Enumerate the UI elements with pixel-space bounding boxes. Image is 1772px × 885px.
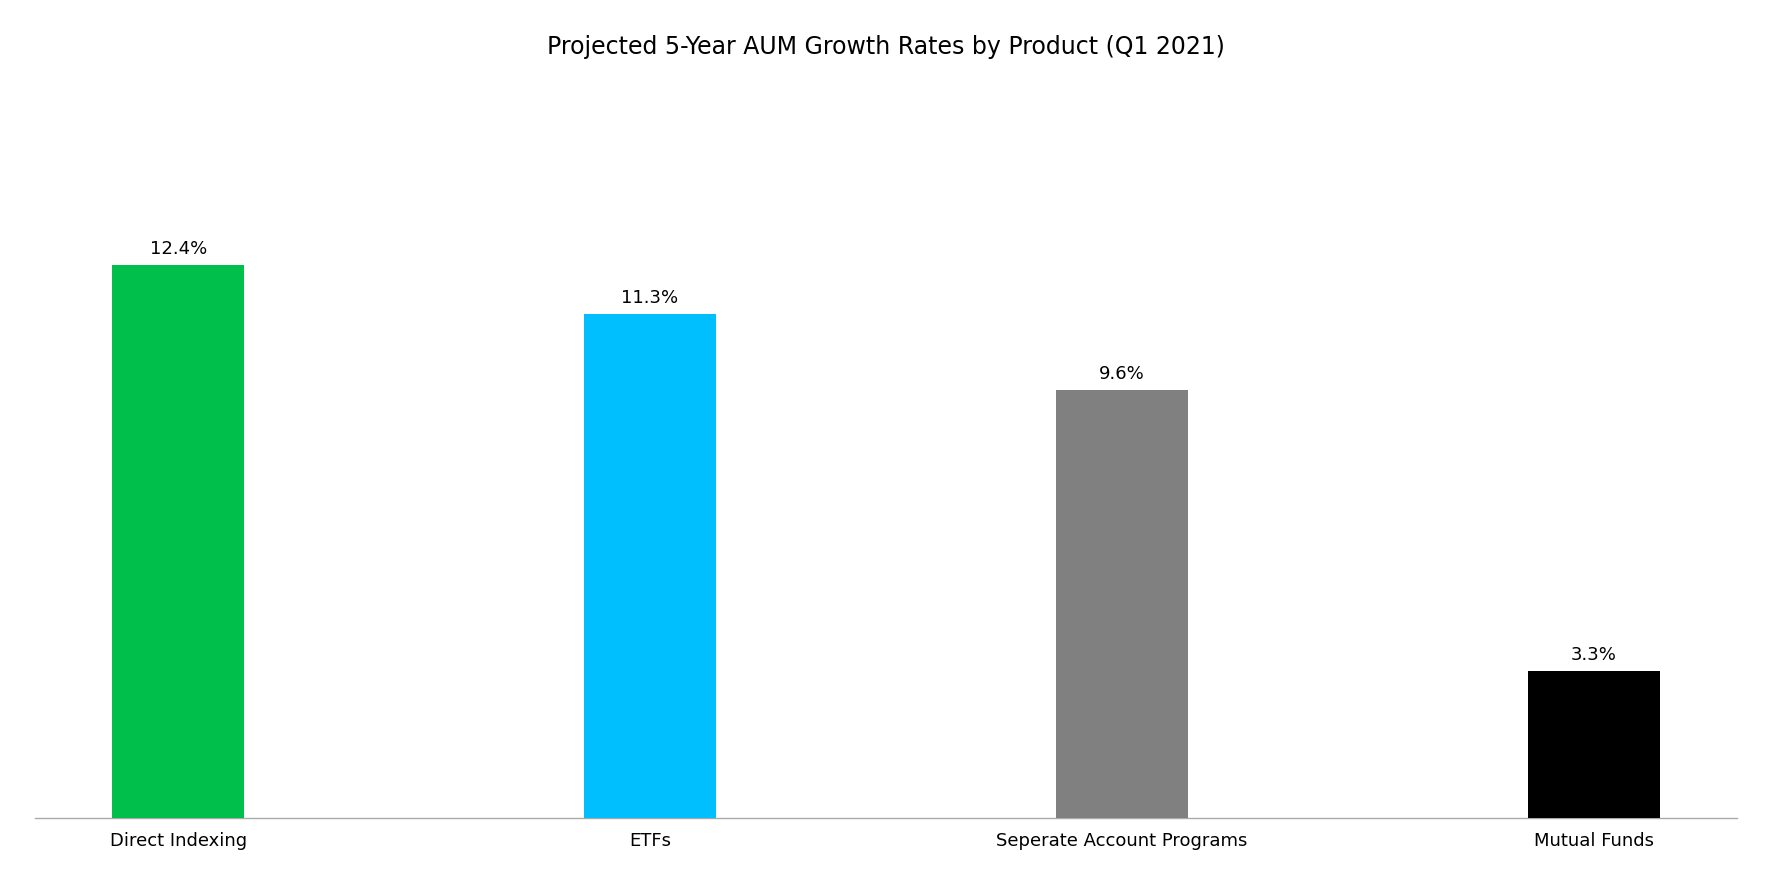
Text: 12.4%: 12.4% bbox=[149, 240, 207, 258]
Bar bbox=[1527, 671, 1660, 819]
Title: Projected 5-Year AUM Growth Rates by Product (Q1 2021): Projected 5-Year AUM Growth Rates by Pro… bbox=[548, 35, 1224, 58]
Bar bbox=[112, 265, 245, 819]
Text: 11.3%: 11.3% bbox=[622, 289, 679, 307]
Text: 3.3%: 3.3% bbox=[1572, 646, 1616, 665]
Bar bbox=[1056, 389, 1187, 819]
Bar bbox=[585, 313, 716, 819]
Text: 9.6%: 9.6% bbox=[1099, 365, 1145, 383]
